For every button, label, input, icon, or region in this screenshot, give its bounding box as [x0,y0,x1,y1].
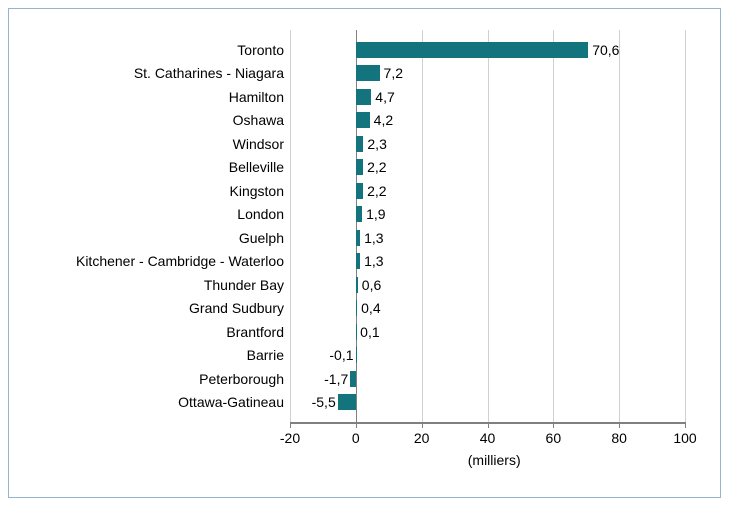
value-label: 1,3 [364,253,383,269]
gridline [619,30,620,422]
gridline [488,30,489,422]
value-label: 1,3 [364,230,383,246]
category-label: St. Catharines - Niagara [134,65,284,81]
category-label: Belleville [229,159,284,175]
x-tick-label: 80 [599,430,639,446]
value-label: 4,2 [374,112,393,128]
x-tick-mark [488,422,489,428]
x-tick-mark [553,422,554,428]
bar [356,206,362,222]
bar [356,112,370,128]
category-label: Kitchener - Cambridge - Waterloo [76,253,284,269]
gridline [290,30,291,422]
value-label: 1,9 [366,206,385,222]
x-tick-mark [290,422,291,428]
bar [356,300,357,316]
category-label: Peterborough [199,371,284,387]
category-label: Thunder Bay [204,277,284,293]
category-label: Guelph [239,230,284,246]
category-label: Oshawa [233,112,284,128]
x-tick-label: 60 [533,430,573,446]
bar [356,324,357,340]
value-label: 0,6 [362,277,381,293]
value-label: 0,1 [360,324,379,340]
bar [356,159,363,175]
x-tick-mark [685,422,686,428]
x-tick-mark [356,422,357,428]
value-label: -0,1 [329,347,353,363]
bar [356,183,363,199]
bar [356,89,371,105]
x-tick-label: 0 [336,430,376,446]
bar [356,65,380,81]
x-tick-label: 100 [665,430,705,446]
value-label: 2,2 [367,159,386,175]
x-tick-mark [422,422,423,428]
category-label: Toronto [237,42,284,58]
bar [356,277,358,293]
category-label: Windsor [233,136,284,152]
x-tick-label: -20 [270,430,310,446]
x-axis-title: (milliers) [468,452,521,468]
category-label: Ottawa-Gatineau [178,394,284,410]
value-label: -1,7 [324,371,348,387]
gridline [553,30,554,422]
category-label: Grand Sudbury [189,300,284,316]
value-label: 70,6 [592,42,619,58]
value-label: 2,3 [367,136,386,152]
value-label: 2,2 [367,183,386,199]
x-tick-mark [619,422,620,428]
category-label: London [237,206,284,222]
value-label: 0,4 [361,300,380,316]
gridline [685,30,686,422]
bar [350,371,356,387]
value-label: 7,2 [384,65,403,81]
category-label: Kingston [230,183,284,199]
bar [356,136,364,152]
category-label: Hamilton [229,89,284,105]
x-tick-label: 20 [402,430,442,446]
value-label: 4,7 [375,89,394,105]
bar [338,394,356,410]
bar [356,253,360,269]
bar [356,42,588,58]
gridline [422,30,423,422]
value-label: -5,5 [312,394,336,410]
x-tick-label: 40 [468,430,508,446]
bar [356,230,360,246]
category-label: Brantford [226,324,284,340]
category-label: Barrie [247,347,284,363]
